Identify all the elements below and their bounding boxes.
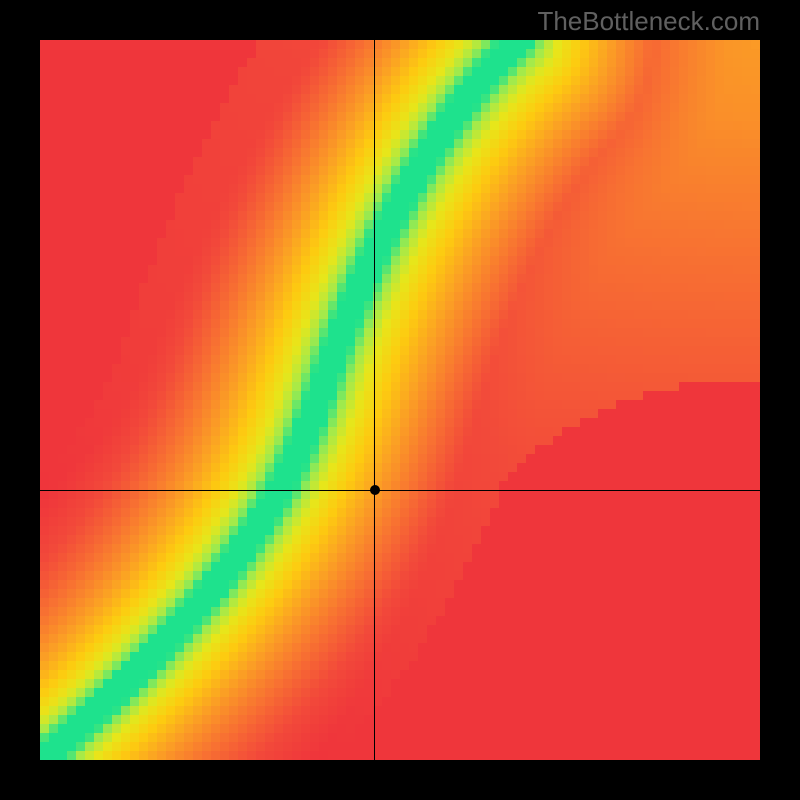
chart-container: TheBottleneck.com: [0, 0, 800, 800]
crosshair-vertical: [374, 40, 375, 760]
crosshair-horizontal: [40, 490, 760, 491]
data-point-marker: [370, 485, 380, 495]
watermark-text: TheBottleneck.com: [537, 6, 760, 37]
heatmap-canvas: [40, 40, 760, 760]
